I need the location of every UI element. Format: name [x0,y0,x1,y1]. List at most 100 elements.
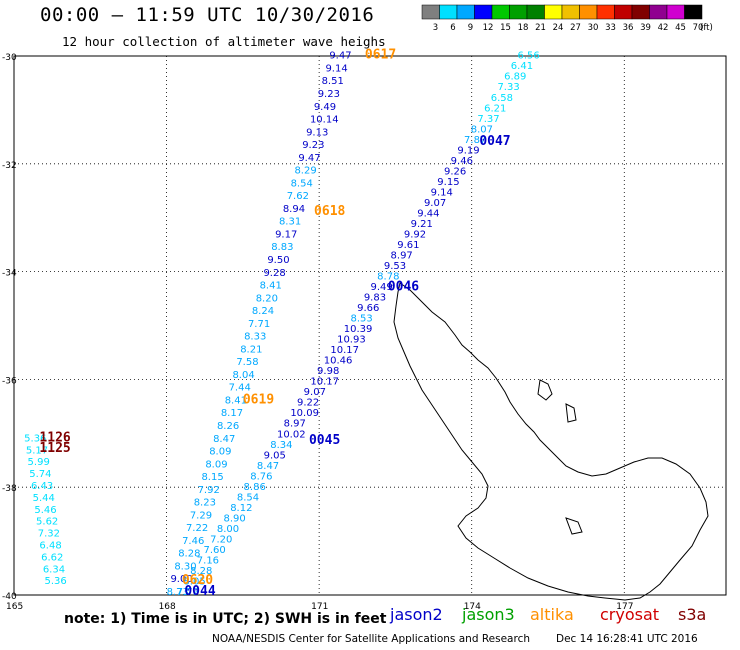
swh-value: 9.07 [424,198,446,209]
colorbar-swatch [456,4,475,20]
swh-value: 9.66 [357,303,379,314]
swh-value: 8.30 [174,561,196,572]
colorbar-label: 18 [518,23,529,33]
colorbar-swatch [544,4,563,20]
swh-value: 8.09 [209,447,231,458]
swh-value: 8.90 [224,513,246,524]
swh-value: 8.76 [250,471,272,482]
pass-time-label: 0617 [365,48,396,63]
swh-value: 7.79 [177,587,199,598]
swh-value: 7.60 [203,545,225,556]
swh-value: 10.46 [324,356,353,367]
colorbar-label: 27 [570,23,581,33]
swh-value: 7.32 [38,529,60,540]
swh-value: 6.34 [43,564,65,575]
swh-value: 5.36 [24,433,46,444]
swh-value: 10.02 [277,429,306,440]
lat-tick-label: -36 [2,376,17,386]
swh-value: 8.07 [471,124,493,135]
swh-value: 9.50 [267,255,289,266]
swh-value: 6.62 [41,552,63,563]
colorbar-label: 12 [483,23,494,33]
swh-value: 8.53 [350,314,372,325]
swh-value: 9.44 [417,208,439,219]
colorbar-swatch [526,4,545,20]
swh-value: 8.12 [230,503,252,514]
swh-value: 8.86 [244,482,266,493]
lon-tick-label: 174 [464,602,481,612]
colorbar-label: 24 [553,23,564,33]
colorbar-swatch [439,4,458,20]
colorbar-swatch [509,4,528,20]
swh-value: 9.26 [444,166,466,177]
lat-tick-label: -38 [2,484,17,494]
colorbar-swatch [474,4,493,20]
page-subtitle: 12 hour collection of altimeter wave hei… [62,34,386,49]
swh-value: 8.28 [190,566,212,577]
swh-value: 7.71 [248,319,270,330]
swh-value: 8.51 [322,76,344,87]
credit-line: NOAA/NESDIS Center for Satellite Applica… [212,633,530,645]
track-jason2-0047: 6.566.416.897.336.586.217.378.077.879.19… [177,51,540,598]
swh-value: 8.54 [237,492,259,503]
pass-time-label: 0046 [388,279,419,294]
swh-value: 5.44 [33,493,55,504]
generated-timestamp: Dec 14 16:28:41 UTC 2016 [556,633,698,645]
swh-value: 9.07 [304,387,326,398]
swh-value: 8.78 [377,272,399,283]
swh-value: 10.39 [344,324,373,335]
pass-time-label: 0045 [309,433,340,448]
colorbar-swatch [579,4,598,20]
colorbar-swatch [666,4,685,20]
colorbar-swatch [421,4,440,20]
track-s3a-1126: 5.365.175.995.746.435.445.465.627.326.48… [24,433,67,587]
units-note: note: 1) Time is in UTC; 2) SWH is in fe… [64,611,387,627]
colorbar-label: 36 [623,23,634,33]
swh-value: 9.92 [404,229,426,240]
swh-value: 8.73 [167,587,189,598]
swh-value: 10.93 [337,335,366,346]
swh-value: 9.23 [318,89,340,100]
swh-value: 7.62 [287,191,309,202]
island-blob-2 [565,403,577,423]
swh-value: 7.33 [497,82,519,93]
swh-value: 8.29 [294,166,316,177]
swh-value: 9.83 [364,293,386,304]
colorbar-swatch [596,4,615,20]
swh-value: 8.20 [256,293,278,304]
swh-value: 8.83 [271,242,293,253]
swh-value: 9.14 [431,187,453,198]
swh-value: 6.56 [517,51,539,62]
swh-value: 9.28 [263,268,285,279]
colorbar-label: 39 [640,23,651,33]
swh-value: 8.31 [279,217,301,228]
swh-value: 6.89 [504,72,526,83]
colorbar-label: 9 [468,23,473,33]
swh-value: 9.13 [306,127,328,138]
swh-value: 8.33 [244,332,266,343]
island-blob-1 [537,379,553,401]
swh-value: 6.21 [484,103,506,114]
swh-value: 10.14 [310,115,339,126]
colorbar-label: 6 [450,23,455,33]
legend-altika: altika [530,605,574,624]
north-island-coastline [393,282,709,601]
lat-tick-label: -30 [2,53,17,63]
swh-value: 8.09 [205,459,227,470]
colorbar-swatch [614,4,633,20]
swh-value: 8.00 [217,524,239,535]
lon-tick-label: 171 [311,602,328,612]
legend-cryosat: cryosat [600,605,660,624]
swh-value: 8.26 [217,421,239,432]
swh-value: 8.54 [291,178,313,189]
swh-value: 9.61 [397,240,419,251]
swh-value: 10.17 [310,377,339,388]
swh-value: 10.09 [290,408,319,419]
swh-value: 8.97 [391,250,413,261]
swh-value: 8.41 [260,281,282,292]
swh-value: 6.43 [31,481,53,492]
swh-value: 8.41 [225,395,247,406]
swh-value: 9.14 [325,63,347,74]
lon-tick-label: 168 [159,602,176,612]
